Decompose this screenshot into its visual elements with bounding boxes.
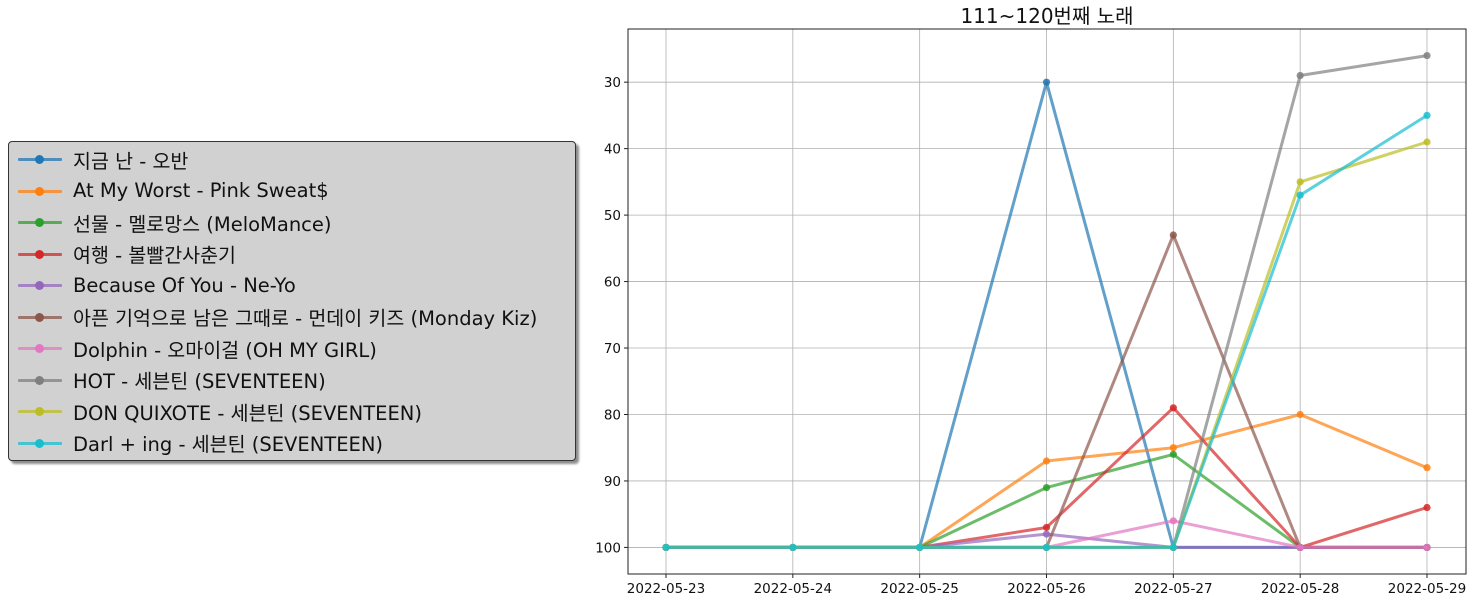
data-point xyxy=(1169,517,1177,525)
y-tick-label: 30 xyxy=(604,75,621,91)
legend-item: 지금 난 - 오반 xyxy=(9,144,188,174)
data-point xyxy=(1042,483,1051,492)
data-point xyxy=(1423,51,1431,60)
legend-label: 지금 난 - 오반 xyxy=(73,149,189,173)
chart-legend: 지금 난 - 오반 At My Worst - Pink Sweat$ 선물 - 멜… xyxy=(8,141,576,461)
data-point xyxy=(1296,71,1304,80)
y-tick-label: 50 xyxy=(604,208,621,224)
series-lines xyxy=(662,51,1431,552)
x-tick-label: 2022-05-23 xyxy=(627,581,705,597)
grid-lines xyxy=(628,29,1466,574)
legend-label: 아픈 기억으로 남은 그때로 - 먼데이 키즈 (Monday Kiz) xyxy=(73,307,538,330)
data-point xyxy=(1042,457,1051,465)
data-point xyxy=(1042,543,1051,552)
x-tick-label: 2022-05-25 xyxy=(880,581,958,597)
x-tick-label: 2022-05-27 xyxy=(1134,581,1212,597)
legend-swatch xyxy=(15,207,65,237)
data-point xyxy=(789,543,797,552)
data-point xyxy=(1296,410,1304,419)
data-point xyxy=(1423,138,1431,146)
legend-item: 여행 - 볼빨간사춘기 xyxy=(9,239,236,269)
legend-item: 선물 - 멜로망스 (MeloMance) xyxy=(9,207,332,237)
data-point xyxy=(1042,78,1051,86)
legend-label: DON QUIXOTE - 세븐틴 (SEVENTEEN) xyxy=(73,401,422,425)
legend-item: Darl + ing - 세븐틴 (SEVENTEEN) xyxy=(9,428,383,458)
legend-label: 선물 - 멜로망스 (MeloMance) xyxy=(73,212,332,236)
data-point xyxy=(1169,543,1177,552)
data-point xyxy=(1423,503,1431,512)
legend-item: DON QUIXOTE - 세븐틴 (SEVENTEEN) xyxy=(9,396,422,426)
y-tick-label: 100 xyxy=(595,540,621,556)
data-point xyxy=(916,543,924,552)
chart-title: 111~120번째 노래 xyxy=(960,4,1133,28)
legend-swatch xyxy=(15,428,65,458)
x-tick-label: 2022-05-26 xyxy=(1007,581,1085,597)
legend-item: Dolphin - 오마이걸 (OH MY GIRL) xyxy=(9,333,377,363)
legend-swatch xyxy=(15,302,65,332)
legend-item: At My Worst - Pink Sweat$ xyxy=(9,176,329,206)
plot-area-frame xyxy=(627,28,1467,575)
legend-swatch xyxy=(15,396,65,426)
x-tick-label: 2022-05-28 xyxy=(1261,581,1339,597)
legend-label: HOT - 세븐틴 (SEVENTEEN) xyxy=(73,370,326,393)
legend-label: Darl + ing - 세븐틴 (SEVENTEEN) xyxy=(73,433,384,456)
legend-item: Because Of You - Ne-Yo xyxy=(9,270,296,300)
data-point xyxy=(1042,530,1051,538)
legend-label: At My Worst - Pink Sweat$ xyxy=(73,179,329,202)
x-tick-label: 2022-05-29 xyxy=(1388,581,1466,597)
x-axis-ticks: 2022-05-23 2022-05-24 2022-05-25 2022-05-26… xyxy=(627,574,1466,597)
data-point xyxy=(1169,404,1177,412)
data-point xyxy=(1423,543,1431,552)
data-point xyxy=(662,543,670,552)
legend-swatch xyxy=(15,239,65,269)
y-tick-label: 80 xyxy=(604,407,621,423)
legend-label: Because Of You - Ne-Yo xyxy=(73,273,296,297)
y-tick-label: 60 xyxy=(604,275,621,291)
legend-swatch xyxy=(15,365,65,395)
series-10 xyxy=(662,111,1431,552)
data-point xyxy=(1169,444,1177,452)
data-point xyxy=(1042,523,1051,532)
y-tick-label: 40 xyxy=(604,142,621,158)
legend-label: 여행 - 볼빨간사춘기 xyxy=(73,244,236,267)
legend-swatch xyxy=(15,176,65,206)
legend-label: Dolphin - 오마이걸 (OH MY GIRL) xyxy=(73,338,377,362)
data-point xyxy=(1296,191,1304,199)
data-point xyxy=(1169,231,1177,239)
data-point xyxy=(1423,464,1431,472)
legend-item: HOT - 세븐틴 (SEVENTEEN) xyxy=(9,365,326,395)
data-point xyxy=(1296,543,1304,552)
data-point xyxy=(1423,111,1431,120)
y-axis-ticks: 30 40 50 60 70 80 90 100 xyxy=(595,75,628,556)
legend-item: 아픈 기억으로 남은 그때로 - 먼데이 키즈 (Monday Kiz) xyxy=(9,302,537,332)
legend-swatch xyxy=(15,270,65,300)
legend-swatch xyxy=(15,333,65,363)
x-tick-label: 2022-05-24 xyxy=(754,581,832,597)
y-tick-label: 70 xyxy=(604,341,621,357)
legend-swatch xyxy=(15,144,65,174)
data-point xyxy=(1296,178,1304,186)
y-tick-label: 90 xyxy=(604,474,621,490)
data-point xyxy=(1169,450,1177,458)
